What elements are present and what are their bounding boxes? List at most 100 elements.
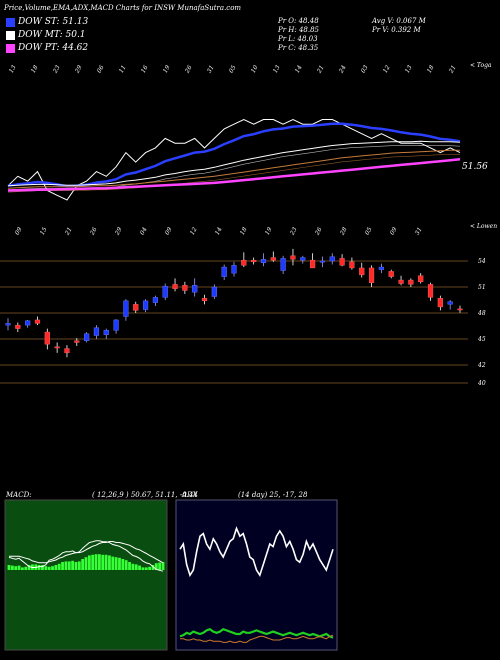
adx-plus-di-line	[179, 627, 334, 639]
upper-date-label: 13	[8, 64, 18, 74]
upper-line-ema-short	[7, 122, 461, 188]
upper-date-label: 10	[250, 64, 260, 74]
upper-line-ema-long	[7, 149, 460, 189]
macd-histogram-bar	[154, 563, 158, 570]
price-date-label: 18	[239, 226, 249, 236]
price-date-label: 29	[113, 226, 123, 237]
upper-line-ema-mid-shadow	[7, 144, 461, 191]
candlesticks	[5, 248, 463, 358]
ohlc-open: Pr O: 48.48	[278, 17, 319, 25]
adx-label: ADX	[182, 491, 198, 499]
macd-histogram-bar	[44, 566, 48, 570]
upper-line-ema-mid	[7, 140, 461, 187]
macd-histogram-bar	[20, 567, 24, 570]
macd-histogram-bar	[24, 566, 28, 570]
macd-histogram-bar	[14, 566, 18, 570]
candle-body	[231, 265, 237, 274]
price-date-label: 09	[164, 226, 174, 236]
price-date-label: 09	[389, 226, 399, 236]
macd-histogram-bar	[64, 561, 68, 570]
candle-body	[329, 256, 335, 262]
candle-body	[103, 330, 109, 335]
price-date-label: 09	[14, 226, 24, 236]
upper-date-label: 24	[337, 64, 347, 75]
candle-body	[457, 308, 463, 311]
candle-body	[427, 284, 434, 298]
candle-body	[388, 271, 394, 277]
price-date-label: 19	[264, 226, 274, 236]
upper-date-label: 29	[73, 64, 83, 75]
upper-date-label: 18	[426, 64, 436, 74]
chart-title: Price,Volume,EMA,ADX,MACD Charts for INS…	[4, 4, 242, 12]
candle-body	[84, 333, 90, 341]
macd-histogram-bar	[118, 557, 121, 570]
candle-body	[349, 261, 355, 269]
price-tick-label: 45	[477, 336, 486, 343]
macd-histogram-bar	[7, 565, 11, 570]
candle-body	[133, 304, 139, 311]
macd-histogram-bar	[61, 562, 64, 570]
macd-histogram-bar	[77, 561, 81, 570]
candle-body	[44, 331, 50, 345]
macd-histogram-bar	[141, 567, 145, 570]
upper-last-value: 51.56	[462, 162, 488, 172]
macd-histogram-bar	[54, 565, 58, 570]
candle-body	[339, 258, 345, 266]
candle-body	[300, 257, 306, 261]
macd-histogram-bar	[124, 560, 128, 570]
ohlc-low: Pr L: 48.03	[278, 35, 318, 43]
upper-date-label: 14	[294, 64, 304, 74]
ohlc-close: Pr C: 48.35	[278, 44, 319, 52]
macd-histogram-bar	[87, 555, 91, 570]
upper-date-label: 16	[140, 64, 150, 74]
upper-line-price	[7, 118, 461, 201]
macd-histogram-bar	[121, 559, 125, 570]
legend-swatch-mt	[6, 31, 15, 40]
candle-body	[15, 324, 21, 329]
macd-histogram-bar	[144, 567, 148, 570]
candle-body	[241, 259, 247, 266]
candle-body	[192, 285, 198, 293]
macd-line-macd	[8, 540, 164, 572]
candle-body	[162, 285, 168, 298]
ohlc-high: Pr H: 48.85	[278, 26, 320, 34]
macd-line-signal	[9, 541, 164, 564]
macd-histogram-bar	[10, 565, 14, 570]
macd-histogram-bar	[114, 557, 118, 570]
adx-values: (14 day) 25, -17, 28	[238, 491, 308, 499]
price-date-label: 05	[364, 226, 374, 236]
macd-panel	[4, 499, 168, 651]
upper-date-label: 11	[118, 64, 128, 74]
candle-body	[54, 346, 60, 349]
legend-dow-st: DOW ST: 51.13	[18, 17, 89, 27]
macd-histogram-bar	[94, 554, 98, 570]
price-date-label: 26	[313, 226, 323, 237]
price-tick-label: 54	[478, 258, 486, 265]
ohlc-volume: Pr V: 0.392 M	[372, 26, 421, 34]
adx-line	[179, 526, 334, 578]
macd-histogram-bar	[138, 565, 141, 570]
macd-histogram-bar	[91, 554, 95, 570]
upper-date-label: 19	[162, 64, 172, 74]
candle-body	[280, 258, 286, 271]
candle-body	[221, 266, 227, 277]
macd-label: MACD:	[6, 491, 32, 499]
macd-histogram-bar	[158, 562, 162, 570]
macd-histogram-bar	[134, 564, 138, 570]
candle-body	[25, 320, 31, 326]
price-date-label: 14	[214, 226, 224, 236]
candle-body	[378, 266, 384, 270]
candle-body	[64, 348, 70, 354]
macd-histogram-bar	[101, 554, 105, 570]
price-tick-label: 51	[478, 284, 486, 291]
price-grid: 54 51 48 45 42 40	[0, 258, 486, 387]
candle-body	[408, 279, 414, 285]
macd-histogram-bar	[81, 559, 85, 570]
ohlc-avg-volume: Avg V: 0.067 M	[372, 17, 426, 25]
candle-body	[74, 340, 80, 343]
price-date-label: 04	[139, 226, 149, 236]
candle-body	[142, 300, 149, 310]
macd-values: ( 12,26,9 ) 50.67, 51.11, -0.44	[92, 491, 198, 499]
candle-body	[34, 319, 41, 324]
